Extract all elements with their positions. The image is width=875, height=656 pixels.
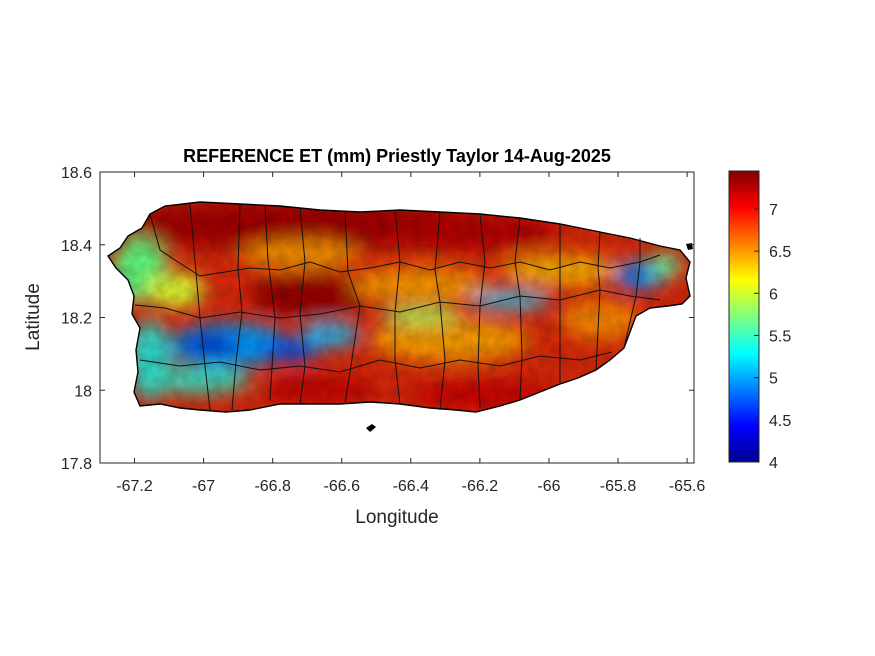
x-tick-label: -66.2: [462, 478, 499, 495]
y-tick-label: 17.8: [61, 456, 92, 473]
x-tick-label: -67: [192, 478, 215, 495]
municipality-borders: [134, 203, 661, 411]
et-heatmap: [108, 202, 690, 412]
x-tick-label: -65.6: [669, 478, 706, 495]
y-tick-label: 18: [74, 383, 92, 400]
chart-title: REFERENCE ET (mm) Priestly Taylor 14-Aug…: [183, 146, 611, 166]
colorbar-tick-label: 5.5: [769, 328, 791, 345]
y-tick-label: 18.2: [61, 311, 92, 328]
x-tick-label: -66.6: [324, 478, 361, 495]
colorbar-tick-label: 5: [769, 371, 778, 388]
x-tick-label: -67.2: [116, 478, 153, 495]
x-tick-label: -66.8: [254, 478, 291, 495]
y-tick-label: 18.4: [61, 238, 92, 255]
colorbar-tick-label: 4.5: [769, 413, 791, 430]
x-axis-label: Longitude: [355, 507, 438, 528]
x-axis: -67.2 -67 -66.8 -66.6 -66.4 -66.2 -66 -65.8 -65.…: [116, 172, 705, 495]
y-tick-label: 18.6: [61, 165, 92, 182]
colorbar-ticks: 4 4.5 5 5.5 6 6.5 7: [754, 202, 791, 472]
colorbar-tick-label: 7: [769, 202, 778, 219]
x-tick-label: -66: [537, 478, 560, 495]
y-axis-label: Latitude: [23, 283, 44, 351]
x-tick-label: -65.8: [600, 478, 637, 495]
islet: [366, 424, 376, 432]
colorbar-tick-label: 4: [769, 455, 778, 472]
colorbar: [728, 170, 760, 463]
colorbar-tick-label: 6.5: [769, 244, 791, 261]
x-tick-label: -66.4: [393, 478, 430, 495]
y-axis: 17.8 18 18.2 18.4 18.6: [61, 165, 694, 473]
colorbar-tick-label: 6: [769, 286, 778, 303]
